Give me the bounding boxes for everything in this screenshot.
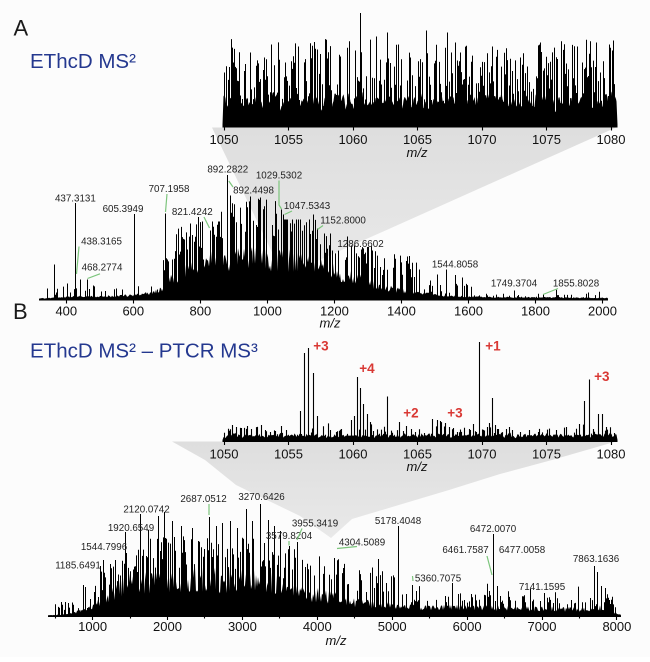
svg-text:1000: 1000: [78, 619, 107, 634]
svg-text:+3: +3: [594, 369, 610, 384]
svg-text:1400: 1400: [387, 304, 416, 319]
svg-text:2687.0512: 2687.0512: [180, 494, 226, 505]
svg-text:EThcD MS² – PTCR MS³: EThcD MS² – PTCR MS³: [30, 340, 258, 363]
svg-text:+2: +2: [403, 406, 418, 421]
svg-text:7141.1595: 7141.1595: [519, 582, 566, 593]
svg-text:3000: 3000: [228, 619, 257, 634]
svg-text:1055: 1055: [274, 132, 303, 147]
svg-text:1800: 1800: [521, 304, 550, 319]
svg-text:400: 400: [55, 304, 77, 319]
svg-text:4000: 4000: [303, 619, 332, 634]
svg-text:892.4498: 892.4498: [233, 186, 274, 197]
svg-text:1080: 1080: [597, 132, 626, 147]
svg-text:1749.3704: 1749.3704: [491, 279, 538, 290]
svg-text:1065: 1065: [403, 447, 432, 462]
svg-text:438.3165: 438.3165: [81, 237, 122, 248]
svg-text:1286.6602: 1286.6602: [337, 239, 383, 250]
svg-text:600: 600: [122, 304, 144, 319]
svg-text:892.2822: 892.2822: [207, 165, 248, 176]
svg-text:2000: 2000: [153, 619, 182, 634]
svg-text:1075: 1075: [532, 447, 561, 462]
svg-text:A: A: [14, 16, 29, 41]
svg-text:6472.0070: 6472.0070: [470, 524, 517, 535]
svg-text:800: 800: [190, 304, 212, 319]
svg-text:1065: 1065: [403, 132, 432, 147]
svg-text:8000: 8000: [602, 619, 631, 634]
svg-text:1060: 1060: [339, 447, 368, 462]
svg-text:821.4242: 821.4242: [172, 207, 213, 218]
svg-text:m/z: m/z: [407, 145, 428, 160]
svg-text:1070: 1070: [468, 447, 497, 462]
svg-text:+3: +3: [313, 339, 329, 354]
svg-text:4304.5089: 4304.5089: [339, 538, 385, 549]
svg-text:+1: +1: [485, 339, 501, 354]
svg-text:1050: 1050: [210, 132, 239, 147]
svg-text:1055: 1055: [274, 447, 303, 462]
svg-text:1855.8028: 1855.8028: [553, 279, 600, 290]
svg-text:1029.5302: 1029.5302: [256, 171, 302, 182]
svg-text:3955.3419: 3955.3419: [292, 519, 338, 530]
svg-text:1070: 1070: [468, 132, 497, 147]
svg-text:2000: 2000: [588, 304, 617, 319]
svg-text:1185.6491: 1185.6491: [55, 561, 101, 572]
svg-text:m/z: m/z: [326, 633, 347, 648]
svg-text:605.3949: 605.3949: [103, 204, 144, 215]
svg-text:1050: 1050: [210, 447, 239, 462]
svg-text:5000: 5000: [378, 619, 407, 634]
svg-text:B: B: [13, 299, 28, 324]
svg-text:1047.5343: 1047.5343: [284, 201, 331, 212]
svg-text:5178.4048: 5178.4048: [375, 516, 422, 527]
svg-text:1544.7996: 1544.7996: [81, 542, 128, 553]
svg-text:7000: 7000: [528, 619, 557, 634]
svg-text:+4: +4: [359, 361, 375, 376]
svg-text:1080: 1080: [597, 447, 626, 462]
svg-text:1000: 1000: [253, 304, 282, 319]
svg-text:6461.7587: 6461.7587: [442, 545, 488, 556]
svg-text:6477.0058: 6477.0058: [499, 545, 546, 556]
svg-text:1075: 1075: [532, 132, 561, 147]
svg-text:468.2774: 468.2774: [82, 263, 123, 274]
svg-text:1060: 1060: [339, 132, 368, 147]
svg-text:2120.0742: 2120.0742: [123, 505, 169, 516]
svg-text:437.3131: 437.3131: [55, 194, 96, 205]
svg-text:5360.7075: 5360.7075: [415, 574, 462, 585]
svg-text:1152.8000: 1152.8000: [320, 216, 366, 227]
svg-text:6000: 6000: [453, 619, 482, 634]
svg-text:7863.1636: 7863.1636: [573, 554, 620, 565]
svg-text:707.1958: 707.1958: [149, 184, 190, 195]
svg-text:3270.6426: 3270.6426: [238, 492, 285, 503]
svg-text:1920.6549: 1920.6549: [108, 523, 154, 534]
svg-text:+3: +3: [447, 406, 463, 421]
svg-text:m/z: m/z: [320, 316, 341, 331]
svg-text:m/z: m/z: [407, 459, 428, 474]
svg-text:1600: 1600: [454, 304, 483, 319]
svg-text:1544.8058: 1544.8058: [432, 260, 479, 271]
svg-text:EThcD MS²: EThcD MS²: [30, 50, 136, 73]
svg-text:3579.8204: 3579.8204: [266, 531, 313, 542]
svg-text:1200: 1200: [320, 304, 349, 319]
